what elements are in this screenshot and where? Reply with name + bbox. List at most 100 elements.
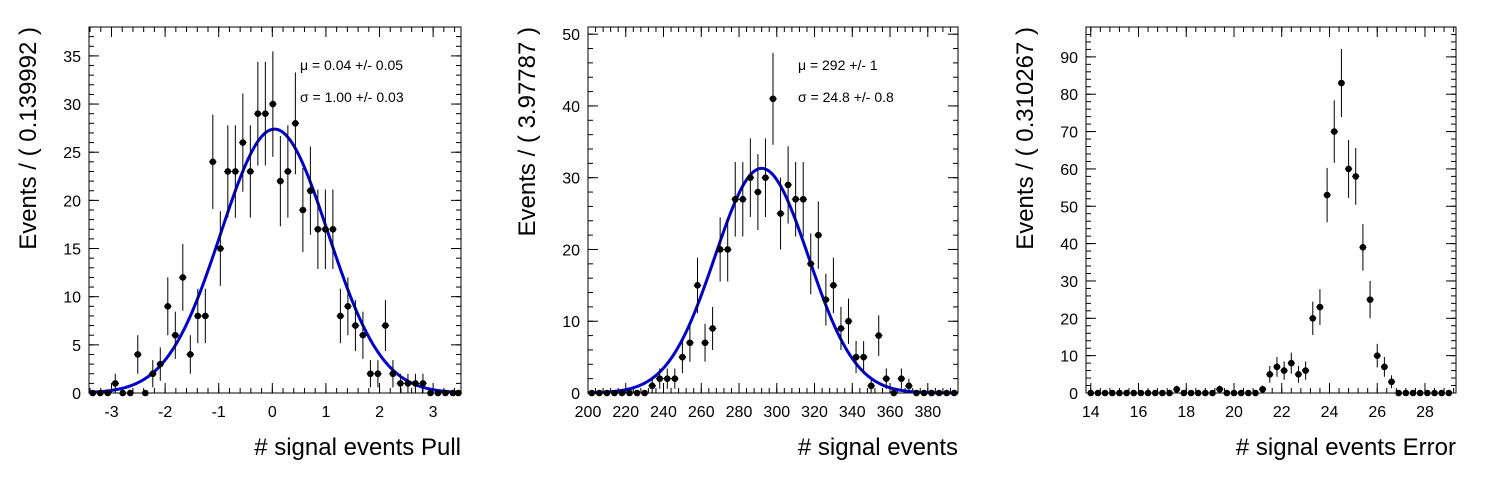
point-marker bbox=[1402, 389, 1410, 397]
data-point bbox=[625, 389, 634, 397]
data-point bbox=[610, 389, 619, 397]
point-marker bbox=[845, 317, 852, 325]
data-point bbox=[1330, 100, 1338, 163]
point-marker bbox=[1409, 389, 1417, 397]
x-tick-label: 24 bbox=[1321, 404, 1339, 421]
data-point bbox=[216, 211, 225, 286]
point-marker bbox=[1230, 389, 1238, 397]
point-marker bbox=[1280, 367, 1288, 374]
point-marker bbox=[1438, 389, 1445, 397]
point-marker bbox=[126, 389, 134, 397]
plot-frame bbox=[88, 26, 462, 394]
point-marker bbox=[1395, 389, 1403, 397]
x-tick-label: 28 bbox=[1416, 404, 1434, 421]
point-marker bbox=[648, 382, 656, 390]
point-marker bbox=[1316, 303, 1324, 311]
data-point bbox=[404, 373, 412, 393]
point-marker bbox=[1180, 389, 1188, 397]
x-tick-label: 280 bbox=[726, 404, 753, 421]
data-point bbox=[874, 315, 883, 356]
point-marker bbox=[807, 260, 815, 268]
point-marker bbox=[374, 370, 382, 378]
point-marker bbox=[1424, 389, 1431, 397]
point-marker bbox=[232, 168, 239, 175]
data-point bbox=[261, 61, 270, 166]
data-point bbox=[434, 389, 442, 397]
data-point bbox=[1380, 356, 1388, 377]
data-point bbox=[1259, 385, 1267, 393]
data-point bbox=[739, 161, 747, 237]
point-marker bbox=[284, 168, 292, 175]
data-point bbox=[1373, 343, 1381, 368]
data-point bbox=[359, 311, 367, 359]
data-point bbox=[920, 389, 928, 397]
point-marker bbox=[716, 246, 724, 253]
point-marker bbox=[1323, 191, 1331, 199]
data-point bbox=[1345, 139, 1353, 198]
data-point bbox=[1445, 389, 1453, 397]
data-point bbox=[389, 360, 397, 388]
point-marker bbox=[603, 389, 611, 397]
data-point bbox=[284, 125, 292, 218]
data-point bbox=[1430, 389, 1439, 397]
point-marker bbox=[1302, 367, 1309, 374]
point-marker bbox=[217, 245, 224, 252]
data-point bbox=[1316, 289, 1324, 326]
data-point bbox=[1251, 389, 1260, 397]
data-point bbox=[663, 368, 672, 389]
point-marker bbox=[1237, 389, 1245, 397]
data-point bbox=[299, 168, 307, 252]
x-tick-label: 18 bbox=[1177, 404, 1195, 421]
chart-panel-2: 200 220 240 260 280 300 320 340 360 380 0 10 20 30 40 5… bbox=[514, 26, 959, 461]
point-marker bbox=[679, 353, 686, 361]
point-marker bbox=[382, 322, 389, 329]
point-marker bbox=[913, 389, 920, 397]
point-marker bbox=[686, 339, 694, 347]
y-tick-label: 0 bbox=[72, 386, 81, 403]
data-point bbox=[419, 373, 427, 393]
data-point bbox=[119, 389, 127, 397]
data-point bbox=[1438, 389, 1446, 397]
x-tick-label: 26 bbox=[1368, 404, 1386, 421]
data-point bbox=[1402, 389, 1410, 397]
x-tick-label: 200 bbox=[575, 404, 602, 421]
data-point bbox=[321, 189, 330, 269]
data-point bbox=[678, 341, 687, 374]
point-marker bbox=[928, 389, 935, 397]
data-point bbox=[1423, 389, 1431, 397]
point-marker bbox=[292, 120, 299, 127]
x-axis-title: # signal events Error bbox=[1236, 434, 1456, 461]
point-marker bbox=[747, 174, 754, 182]
data-point bbox=[224, 125, 232, 218]
point-marker bbox=[1187, 389, 1195, 397]
data-point bbox=[1323, 167, 1331, 223]
point-marker bbox=[1194, 389, 1202, 397]
data-point bbox=[254, 61, 262, 166]
point-marker bbox=[1209, 389, 1216, 397]
data-point bbox=[671, 368, 679, 389]
data-point bbox=[648, 378, 656, 393]
point-marker bbox=[427, 389, 434, 397]
point-marker bbox=[618, 389, 626, 397]
data-point bbox=[723, 217, 732, 282]
data-point bbox=[1201, 389, 1209, 397]
y-tick-label: 90 bbox=[1060, 50, 1078, 67]
data-point bbox=[314, 189, 322, 269]
data-point bbox=[89, 389, 97, 397]
y-tick-label: 5 bbox=[72, 338, 81, 355]
point-marker bbox=[588, 389, 596, 397]
data-point bbox=[1302, 361, 1310, 380]
point-marker bbox=[247, 168, 254, 175]
data-point bbox=[1309, 301, 1317, 336]
point-marker bbox=[209, 158, 217, 166]
fit-annotation: μ = 292 +/- 1 bbox=[798, 57, 878, 73]
point-marker bbox=[449, 389, 457, 397]
data-point bbox=[935, 389, 943, 397]
point-marker bbox=[1445, 389, 1453, 397]
data-point bbox=[655, 368, 664, 389]
point-marker bbox=[656, 375, 664, 382]
point-marker bbox=[111, 380, 119, 387]
point-marker bbox=[412, 380, 419, 387]
data-point bbox=[441, 389, 450, 397]
point-marker bbox=[860, 353, 867, 361]
